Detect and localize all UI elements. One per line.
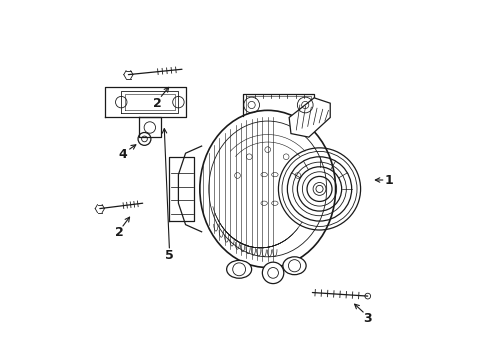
- Text: 2: 2: [115, 226, 123, 239]
- Text: 1: 1: [384, 174, 393, 186]
- Text: 5: 5: [165, 249, 174, 262]
- Polygon shape: [288, 98, 329, 137]
- Ellipse shape: [226, 260, 251, 278]
- Text: 3: 3: [363, 312, 371, 325]
- Ellipse shape: [283, 257, 305, 275]
- Text: 2: 2: [152, 97, 161, 110]
- Text: 4: 4: [119, 148, 127, 161]
- Circle shape: [262, 262, 283, 284]
